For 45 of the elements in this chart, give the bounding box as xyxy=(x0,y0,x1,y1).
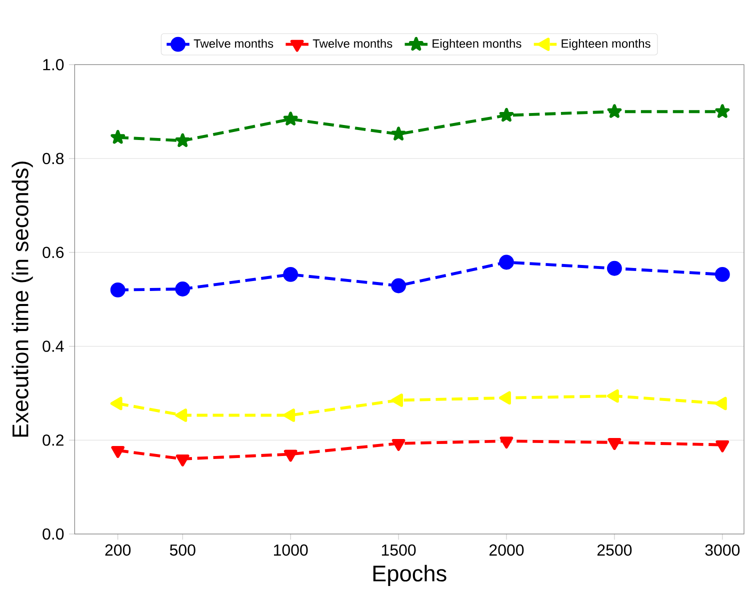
x-axis-title: Epochs xyxy=(373,564,446,586)
legend-label: Twelve months xyxy=(194,38,274,48)
x-tick-label: 200 xyxy=(105,544,131,556)
point xyxy=(716,440,730,452)
y-tick-label: 0.6 xyxy=(42,246,64,258)
x-tick-label: 3000 xyxy=(705,544,740,556)
y-tick-label: 0.4 xyxy=(42,340,64,352)
point xyxy=(391,393,404,407)
point xyxy=(499,108,514,122)
y-axis-title: Execution time (in seconds) xyxy=(12,161,33,436)
point xyxy=(392,438,406,451)
point xyxy=(176,454,190,466)
point xyxy=(391,278,406,293)
point xyxy=(283,111,298,126)
point xyxy=(715,104,730,118)
point xyxy=(283,408,296,422)
y-tick-label: 1.0 xyxy=(43,58,64,70)
legend-label: Eighteen months xyxy=(432,38,522,50)
point xyxy=(499,254,514,270)
point xyxy=(110,282,126,298)
point xyxy=(110,396,122,410)
y-tick-label: 0.0 xyxy=(42,528,64,540)
legend-label: Twelve months xyxy=(312,38,392,48)
point xyxy=(284,450,298,462)
point xyxy=(283,266,298,282)
y-tick-label: 0.8 xyxy=(42,152,64,164)
x-tick-label: 1000 xyxy=(274,544,308,556)
point xyxy=(175,408,188,422)
point xyxy=(499,391,511,404)
point xyxy=(608,438,622,450)
point xyxy=(175,133,190,147)
y-tick-label: 0.2 xyxy=(42,434,64,446)
point xyxy=(714,266,730,282)
x-tick-label: 1500 xyxy=(382,544,416,556)
point xyxy=(391,126,406,140)
point xyxy=(606,260,622,276)
point xyxy=(175,281,190,296)
point xyxy=(500,436,514,448)
x-tick-label: 2500 xyxy=(597,544,632,556)
point xyxy=(111,446,125,458)
point xyxy=(110,130,126,144)
x-tick-label: 500 xyxy=(170,544,196,556)
x-tick-label: 2000 xyxy=(489,544,524,556)
legend-label: Eighteen months xyxy=(562,38,650,50)
point xyxy=(607,104,622,118)
